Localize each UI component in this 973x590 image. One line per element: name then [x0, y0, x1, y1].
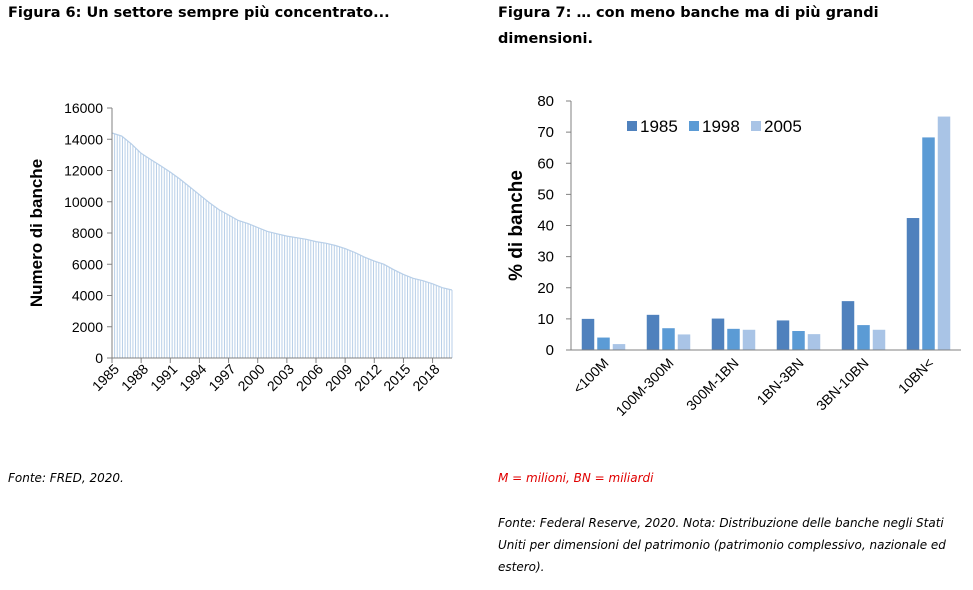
- y-axis-title: % di banche: [506, 170, 527, 281]
- x-tick-label: 1994: [176, 361, 209, 394]
- bank-size-bar-chart: <100M 100M-300M 300M-1BN 1BN-3BN 3BN-10BN 10B…: [506, 93, 961, 419]
- bar-1985-1: [646, 314, 660, 350]
- figure-7-source: Fonte: Federal Reserve, 2020. Nota: Dist…: [498, 516, 946, 574]
- x-category-label: 300M-1BN: [683, 355, 742, 414]
- y-tick-label: 80: [537, 93, 554, 110]
- legend-label-2005: 2005: [764, 117, 802, 136]
- bar-1985-3: [776, 320, 790, 350]
- bar-1998-1: [662, 328, 675, 350]
- x-tick-label: 2012: [351, 361, 384, 394]
- y-tick-label: 30: [537, 249, 554, 266]
- y-axis-title: Numero di banche: [27, 159, 46, 307]
- y-tick-label: 6000: [72, 256, 103, 272]
- x-category-label: 10BN<: [895, 355, 937, 397]
- x-tick-label: 2018: [409, 361, 442, 394]
- bar-1985-0: [581, 318, 595, 350]
- x-category-label: 3BN-10BN: [813, 355, 872, 414]
- figure-7-title: Figura 7: … con meno banche ma di più gr…: [498, 5, 879, 47]
- figure-6-title: Figura 6: Un settore sempre più concentr…: [8, 5, 390, 21]
- figure-7-unit-note: M = milioni, BN = miliardi: [498, 471, 654, 485]
- x-tick-label: 2009: [322, 361, 355, 394]
- bar-2005-4: [872, 329, 886, 350]
- y-tick-label: 10: [537, 311, 554, 328]
- bar-1985-2: [711, 318, 725, 350]
- x-category-label: 1BN-3BN: [753, 355, 806, 408]
- y-tick-label: 20: [537, 280, 554, 297]
- x-tick-label: 1991: [147, 361, 180, 394]
- x-tick-label: 2000: [234, 361, 267, 394]
- bar-1998-0: [597, 337, 610, 350]
- legend-swatch-2005: [751, 121, 761, 131]
- y-tick-label: 60: [537, 155, 554, 172]
- x-tick-label: 1997: [205, 361, 238, 394]
- bar-2005-5: [937, 116, 951, 350]
- x-tick-label: 2003: [264, 361, 297, 394]
- bar-1998-2: [727, 328, 740, 350]
- y-tick-label: 2000: [72, 319, 103, 335]
- y-tick-label: 0: [95, 350, 103, 366]
- y-tick-label: 4000: [72, 288, 103, 304]
- legend-swatch-1985: [627, 121, 637, 131]
- bar-1985-5: [906, 218, 920, 350]
- bar-2005-1: [677, 334, 691, 350]
- legend-label-1998: 1998: [702, 117, 740, 136]
- x-tick-label: 1988: [118, 361, 151, 394]
- legend-swatch-1998: [689, 121, 699, 131]
- y-tick-label: 70: [537, 124, 554, 141]
- bank-count-area-chart: 0 2000 4000 6000 8000 10000 12000 14000 16000 198…: [27, 100, 453, 394]
- y-tick-label: 10000: [64, 194, 103, 210]
- y-tick-label: 12000: [64, 163, 103, 179]
- x-tick-label: 2015: [380, 361, 413, 394]
- y-tick-label: 16000: [64, 100, 103, 116]
- bar-2005-3: [807, 334, 821, 350]
- x-category-label: <100M: [570, 355, 612, 397]
- bar-2005-0: [612, 344, 626, 350]
- y-tick-label: 14000: [64, 131, 103, 147]
- bar-1998-3: [792, 331, 805, 350]
- bar-1985-4: [841, 301, 855, 350]
- y-tick-label: 50: [537, 186, 554, 203]
- bank-count-series-line: [111, 132, 453, 291]
- y-tick-label: 40: [537, 218, 554, 235]
- bar-2005-2: [742, 329, 756, 350]
- x-tick-label: 1985: [89, 361, 122, 394]
- y-tick-label: 0: [546, 342, 554, 359]
- y-tick-label: 8000: [72, 225, 103, 241]
- x-category-label: 100M-300M: [612, 355, 676, 419]
- legend-label-1985: 1985: [640, 117, 678, 136]
- bar-1998-4: [857, 325, 870, 350]
- x-tick-label: 2006: [293, 361, 326, 394]
- bar-1998-5: [922, 137, 935, 350]
- figure-6-source: Fonte: FRED, 2020.: [8, 471, 124, 485]
